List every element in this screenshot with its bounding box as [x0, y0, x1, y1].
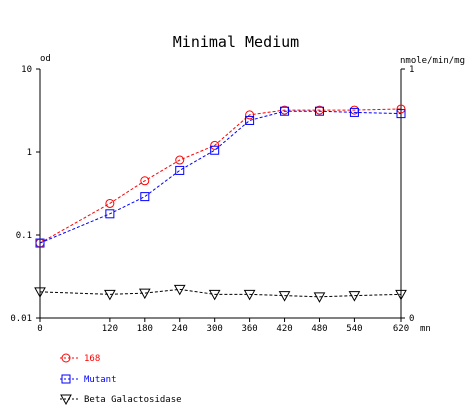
series-line [39, 288, 402, 298]
x-tick-label: 240 [172, 324, 188, 334]
y-left-tick-label: 0.01 [10, 314, 32, 324]
legend-item: Mutant [60, 374, 117, 385]
y-right-tick-label: 0 [409, 314, 414, 324]
x-tick-label: 480 [311, 324, 327, 334]
data-point [175, 155, 185, 165]
x-tick-label: 360 [241, 324, 257, 334]
legend-marker [61, 353, 71, 363]
legend-marker [61, 374, 71, 384]
data-point [278, 291, 291, 302]
series-1 [35, 104, 406, 248]
data-point [138, 288, 151, 300]
legend-marker [60, 394, 72, 405]
series-2 [35, 106, 406, 248]
data-point [140, 192, 150, 202]
data-point [210, 145, 220, 155]
data-point [140, 176, 150, 186]
data-point [314, 106, 324, 116]
data-point [105, 209, 115, 219]
x-tick-label: 620 [393, 324, 409, 334]
data-point [243, 289, 256, 301]
data-point [280, 106, 290, 116]
legend-item: 168 [60, 353, 100, 364]
x-tick-label: 540 [346, 324, 362, 334]
legend-label: Mutant [84, 375, 117, 385]
x-tick-label: 120 [102, 324, 118, 334]
legend-label: Beta Galactosidase [84, 395, 182, 405]
legend-item: Beta Galactosidase [60, 394, 182, 405]
x-axis-label: mn [420, 324, 431, 334]
data-point [245, 110, 255, 120]
data-point [348, 291, 361, 302]
x-tick-label: 300 [207, 324, 223, 334]
y-right-tick-label: 1 [409, 65, 414, 75]
series-3 [34, 284, 407, 303]
series-line [39, 110, 402, 244]
data-point [34, 287, 46, 298]
chart-title: Minimal Medium [173, 33, 299, 51]
data-point [245, 115, 255, 125]
data-point [210, 140, 220, 150]
y-right-axis-label: nmole/min/mg [400, 56, 465, 66]
series-line [39, 108, 402, 244]
y-left-tick-label: 10 [21, 65, 32, 75]
data-point [395, 289, 407, 301]
legend: 168 Mutant Beta Galactosidase [60, 353, 182, 405]
data-point [105, 198, 115, 208]
x-tick-label: 0 [37, 324, 42, 334]
data-point [349, 107, 359, 117]
data-point [313, 292, 326, 303]
x-tick-label: 180 [137, 324, 153, 334]
y-left-axis-label: od [40, 54, 51, 64]
data-point [175, 165, 185, 175]
data-point [208, 289, 221, 301]
y-left-tick-label: 1 [27, 148, 32, 158]
series-layer [34, 104, 407, 303]
legend-label: 168 [84, 354, 100, 364]
data-point [396, 104, 406, 114]
y-left-tick-label: 0.1 [16, 231, 32, 241]
data-point [35, 238, 45, 248]
x-tick-label: 420 [276, 324, 292, 334]
data-point [396, 109, 406, 119]
data-point [104, 289, 116, 301]
data-point [173, 284, 186, 296]
